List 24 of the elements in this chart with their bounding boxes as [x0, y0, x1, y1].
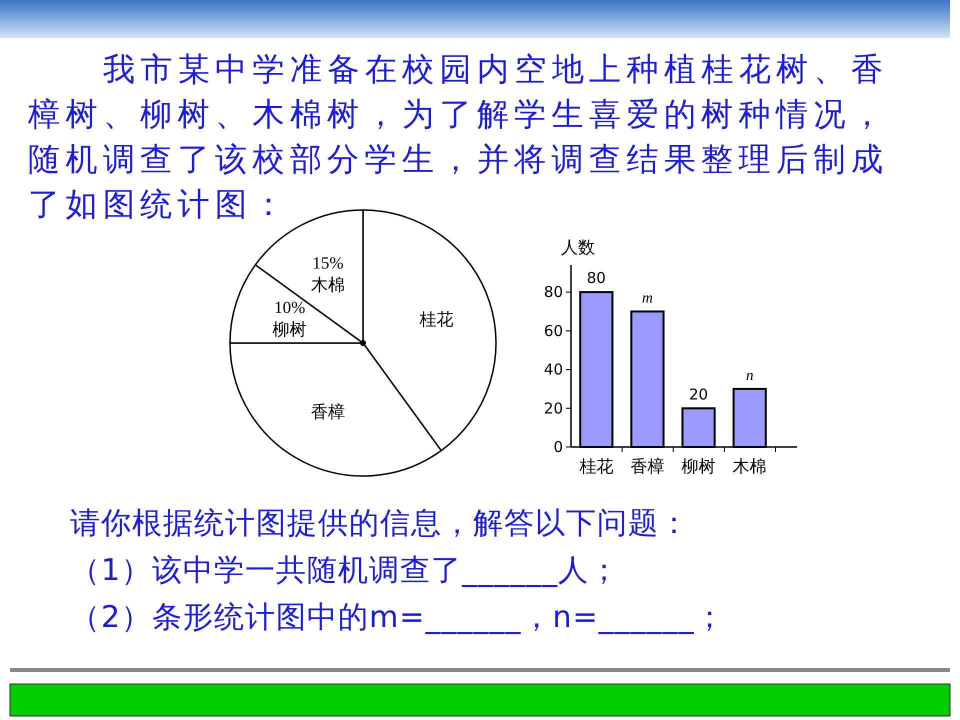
- data-label: 20: [689, 385, 708, 404]
- data-label: n: [746, 368, 754, 384]
- data-label: 15%: [312, 253, 344, 272]
- x-tick-label: 香樟: [630, 457, 664, 477]
- chart-title: 我市某中学准备在校园内空地上种植桂花树、香樟树、柳树、木棉树，为了解学生喜爱的树种情况，随机调查了该校部分学生，并将调查结果整理后制成了如图统计图：: [27, 50, 888, 223]
- text: （1）该中学一共随机调查了______人；: [70, 553, 620, 588]
- x-tick-label: 木棉: [732, 457, 767, 477]
- data-label: 80: [586, 269, 606, 288]
- slice-label: 柳树: [272, 320, 307, 340]
- slice-label: 香樟: [310, 402, 345, 423]
- y-tick-label: 40: [544, 360, 563, 379]
- text: （2）条形统计图中的m=______，n=______；: [70, 600, 726, 635]
- y-tick-label: 60: [544, 322, 563, 340]
- y-tick-label: 20: [544, 399, 563, 418]
- text: 请你根据统计图提供的信息，解答以下问题：: [70, 506, 690, 541]
- y-axis-title: 人数: [561, 238, 595, 258]
- slice-label: 桂花: [418, 310, 454, 330]
- x-tick-label: 桂花: [578, 457, 614, 477]
- data-label: 10%: [274, 298, 306, 318]
- y-tick-label: 80: [544, 283, 563, 302]
- data-label: m: [642, 290, 654, 306]
- slice-label: 木棉: [310, 275, 345, 296]
- y-tick-label: 0: [553, 438, 563, 456]
- x-tick-label: 柳树: [682, 457, 716, 477]
